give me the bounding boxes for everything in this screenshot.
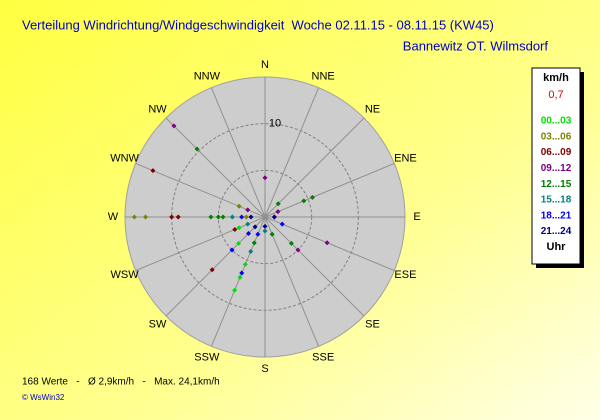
- data-point: [248, 214, 254, 220]
- spoke: [210, 87, 266, 218]
- data-point: [215, 214, 221, 220]
- data-point: [239, 270, 245, 276]
- direction-label: SSE: [312, 351, 334, 363]
- data-point: [252, 224, 258, 230]
- data-point: [194, 146, 200, 152]
- data-point: [237, 274, 243, 280]
- spoke: [210, 216, 266, 347]
- data-point: [271, 214, 277, 220]
- data-point: [220, 214, 226, 220]
- data-point: [236, 203, 242, 209]
- data-point: [229, 247, 235, 253]
- spoke: [264, 162, 395, 218]
- footer: 168 Werte - Ø 2,9km/h - Max. 24,1km/h: [22, 377, 220, 388]
- data-point: [275, 201, 281, 207]
- direction-label: WSW: [111, 269, 140, 281]
- data-point: [245, 207, 251, 213]
- spoke: [264, 117, 365, 218]
- legend-title: km/h: [543, 72, 569, 84]
- spoke: [264, 216, 320, 347]
- direction-label: WNW: [110, 153, 139, 165]
- data-point: [324, 240, 330, 246]
- spoke: [264, 87, 320, 218]
- direction-label: SE: [365, 318, 380, 330]
- data-point: [239, 214, 245, 220]
- legend-calm: 0,7: [548, 89, 563, 101]
- legend-unit: Uhr: [547, 241, 567, 253]
- data-point: [232, 287, 238, 293]
- chart-title: Verteilung Windrichtung/Windgeschwindigk…: [22, 17, 494, 32]
- data-point: [269, 231, 275, 237]
- direction-label: ESE: [394, 269, 416, 281]
- data-point: [262, 175, 268, 181]
- credit: © WsWin32: [22, 393, 65, 402]
- data-point: [169, 214, 175, 220]
- direction-label: ENE: [394, 153, 417, 165]
- data-point: [236, 225, 242, 231]
- chart-subtitle: Bannewitz OT. Wilmsdorf: [403, 38, 549, 53]
- data-point: [288, 240, 294, 246]
- data-point: [301, 198, 307, 204]
- spoke: [135, 216, 266, 272]
- data-point: [245, 221, 251, 227]
- data-point: [246, 230, 252, 236]
- direction-label: N: [261, 59, 269, 71]
- data-point: [208, 214, 214, 220]
- spoke: [264, 216, 395, 272]
- direction-label: NNW: [194, 70, 221, 82]
- direction-label: W: [108, 211, 119, 223]
- legend-entry: 06...09: [541, 147, 572, 158]
- data-point: [150, 168, 156, 174]
- spoke: [264, 216, 365, 317]
- legend-entry: 15...18: [541, 195, 572, 206]
- spoke: [135, 162, 266, 218]
- data-point: [279, 221, 285, 227]
- data-point: [243, 214, 249, 220]
- data-point: [251, 240, 257, 246]
- direction-label: NE: [365, 103, 380, 115]
- data-point: [232, 227, 238, 233]
- direction-label: E: [413, 211, 420, 223]
- r-tick-label: 10: [269, 118, 281, 130]
- direction-label: S: [261, 363, 268, 375]
- data-point: [309, 194, 315, 200]
- spoke: [165, 117, 266, 218]
- data-point: [143, 214, 149, 220]
- data-point: [295, 247, 301, 253]
- data-point: [171, 123, 177, 129]
- legend-entry: 03...06: [541, 131, 572, 142]
- direction-label: SW: [149, 318, 167, 330]
- legend-entry: 00...03: [541, 116, 572, 127]
- direction-label: NW: [148, 103, 167, 115]
- data-point: [248, 248, 254, 254]
- data-point: [209, 267, 215, 273]
- legend-entry: 12...15: [541, 179, 572, 190]
- data-point: [255, 231, 261, 237]
- legend-entry: 09...12: [541, 163, 572, 174]
- data-point: [275, 209, 281, 215]
- direction-label: SSW: [194, 351, 220, 363]
- legend-entry: 18...21: [541, 210, 572, 221]
- data-point: [236, 240, 242, 246]
- data-point: [175, 214, 181, 220]
- data-point: [262, 228, 268, 234]
- data-point: [262, 223, 268, 229]
- legend-box: [531, 67, 581, 265]
- data-point: [242, 261, 248, 267]
- data-point: [131, 214, 137, 220]
- direction-label: NNE: [312, 70, 335, 82]
- legend-entry: 21...24: [541, 226, 572, 237]
- data-point: [229, 214, 235, 220]
